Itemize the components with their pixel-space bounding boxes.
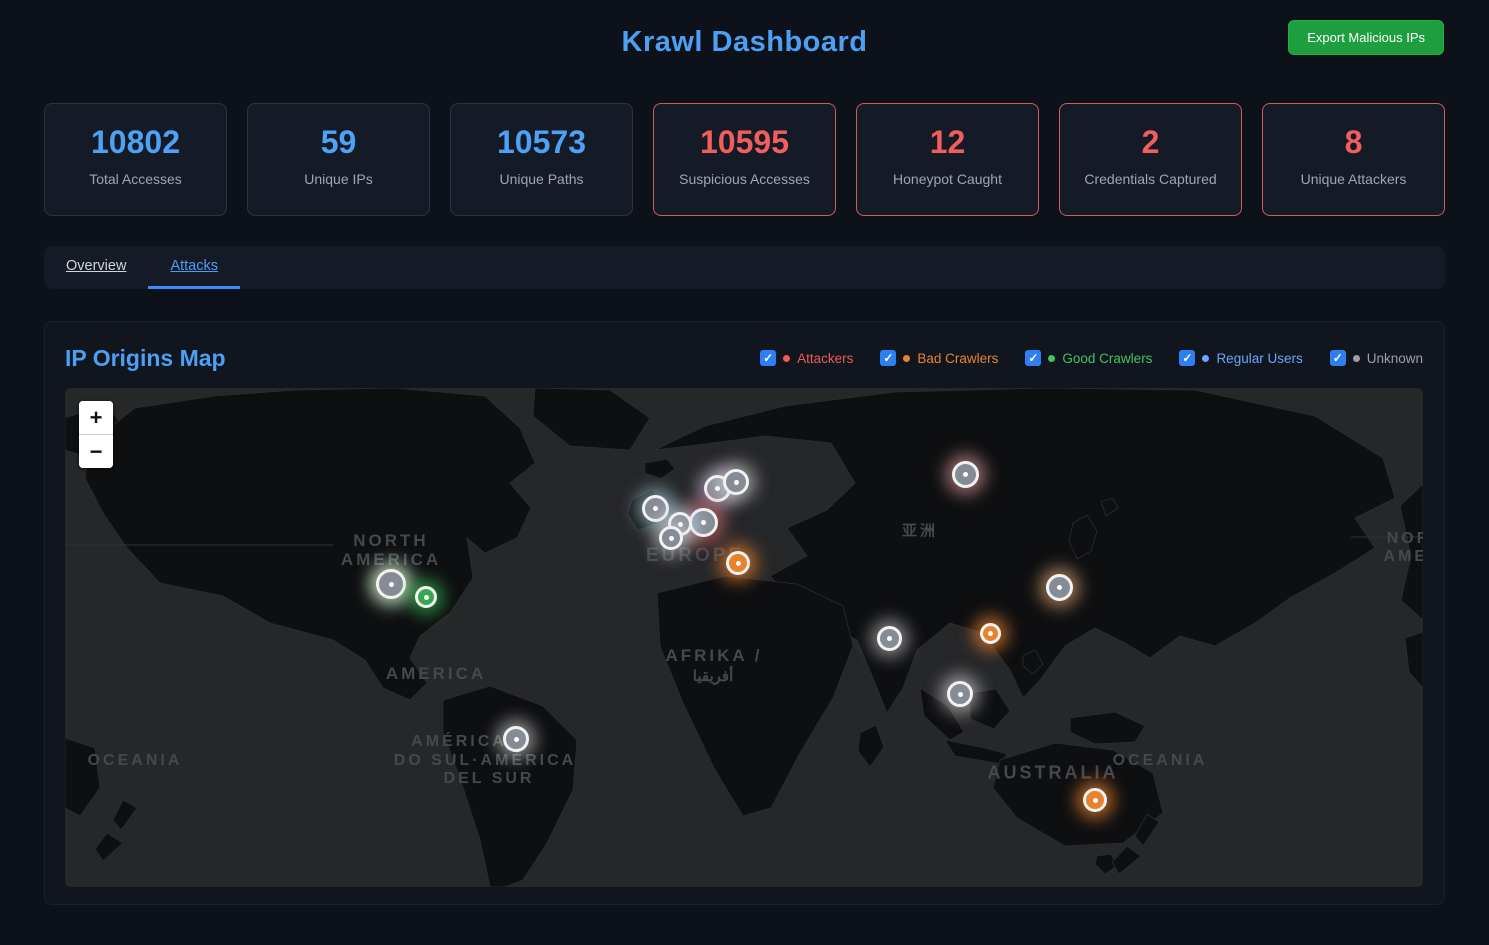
marker-center-dot (962, 471, 968, 477)
unknown-dot-icon (1352, 354, 1360, 362)
stat-card-credentials-captured: 2 Credentials Captured (1059, 103, 1242, 216)
bad-crawlers-dot-icon (903, 354, 911, 362)
map-zoom-control: + − (79, 401, 113, 468)
ip-marker[interactable] (659, 526, 683, 550)
ip-marker[interactable] (979, 622, 1001, 644)
world-map-landmass (65, 388, 1423, 887)
page-title: Krawl Dashboard (621, 26, 868, 58)
stat-card-unique-paths: 10573 Unique Paths (450, 103, 633, 216)
ip-marker[interactable] (503, 726, 529, 752)
checkbox-attackers-icon[interactable] (760, 350, 777, 366)
tab-bar: Overview Attacks (44, 246, 1445, 289)
stat-card-unique-attackers: 8 Unique Attackers (1262, 103, 1445, 216)
stat-card-suspicious-accesses: 10595 Suspicious Accesses (653, 103, 836, 216)
map-legend: Attackers Bad Crawlers Good Crawlers Reg… (760, 350, 1423, 366)
marker-center-dot (886, 635, 892, 641)
ip-marker[interactable] (951, 460, 979, 488)
stats-row: 10802 Total Accesses 59 Unique IPs 10573… (0, 88, 1489, 216)
legend-label: Regular Users (1216, 350, 1303, 366)
stat-value: 10573 (497, 124, 586, 160)
checkbox-unknown-icon[interactable] (1329, 350, 1346, 366)
marker-center-dot (1056, 584, 1062, 590)
marker-center-dot (513, 736, 519, 742)
stat-value: 10802 (91, 124, 180, 160)
world-map[interactable]: NORTH AMERICA AMERICA AMÉRICA DO SUL·AMÉRICA… (65, 388, 1423, 887)
good-crawlers-dot-icon (1048, 354, 1056, 362)
stat-label: Total Accesses (89, 170, 182, 187)
legend-label: Good Crawlers (1062, 350, 1153, 366)
ip-marker[interactable] (726, 551, 750, 575)
stat-label: Unique IPs (304, 170, 373, 187)
legend-label: Unknown (1366, 350, 1423, 366)
stat-card-honeypot-caught: 12 Honeypot Caught (856, 103, 1039, 216)
stat-label: Suspicious Accesses (679, 170, 810, 187)
marker-center-dot (733, 479, 739, 485)
stat-card-total-accesses: 10802 Total Accesses (44, 103, 227, 216)
ip-marker[interactable] (688, 507, 718, 537)
checkbox-good-crawlers-icon[interactable] (1025, 350, 1042, 366)
stat-label: Unique Paths (499, 170, 584, 187)
marker-center-dot (987, 630, 993, 636)
export-malicious-ips-button[interactable]: Export Malicious IPs (1288, 20, 1444, 55)
header: Krawl Dashboard Export Malicious IPs (0, 0, 1489, 88)
ip-marker[interactable] (641, 494, 669, 522)
ip-marker[interactable] (876, 625, 902, 651)
marker-center-dot (735, 560, 741, 566)
legend-item-attackers[interactable]: Attackers (760, 350, 853, 366)
stat-label: Honeypot Caught (893, 170, 1002, 187)
legend-item-good-crawlers[interactable]: Good Crawlers (1025, 350, 1152, 366)
map-panel-title: IP Origins Map (65, 344, 226, 371)
stat-label: Credentials Captured (1084, 170, 1217, 187)
map-panel-header: IP Origins Map Attackers Bad Crawlers Go… (65, 340, 1423, 376)
marker-center-dot (700, 519, 706, 525)
tab-overview[interactable]: Overview (66, 258, 127, 274)
zoom-out-button[interactable]: − (79, 435, 113, 468)
ip-marker[interactable] (723, 469, 749, 495)
stat-value: 59 (320, 124, 357, 160)
ip-marker[interactable] (376, 569, 406, 599)
stat-value: 8 (1344, 124, 1363, 160)
marker-center-dot (677, 521, 683, 527)
legend-item-regular-users[interactable]: Regular Users (1179, 350, 1303, 366)
stat-value: 2 (1141, 124, 1160, 160)
legend-label: Attackers (797, 350, 854, 366)
zoom-control-divider (79, 434, 113, 435)
marker-center-dot (423, 594, 429, 600)
stat-card-unique-ips: 59 Unique IPs (247, 103, 430, 216)
attackers-dot-icon (783, 354, 791, 362)
tab-attacks[interactable]: Attacks (148, 246, 240, 289)
marker-center-dot (668, 535, 674, 541)
marker-center-dot (957, 691, 963, 697)
stat-value: 10595 (700, 124, 789, 160)
legend-label: Bad Crawlers (917, 350, 999, 366)
ip-marker[interactable] (415, 586, 437, 608)
marker-center-dot (388, 581, 394, 587)
checkbox-regular-users-icon[interactable] (1179, 350, 1196, 366)
marker-center-dot (652, 505, 658, 511)
marker-center-dot (714, 485, 720, 491)
stat-label: Unique Attackers (1300, 170, 1407, 187)
checkbox-bad-crawlers-icon[interactable] (880, 350, 897, 366)
ip-marker[interactable] (1083, 788, 1107, 812)
stat-value: 12 (929, 124, 966, 160)
ip-origins-map-panel: IP Origins Map Attackers Bad Crawlers Go… (44, 321, 1445, 905)
ip-marker[interactable] (947, 681, 973, 707)
legend-item-unknown[interactable]: Unknown (1329, 350, 1423, 366)
legend-item-bad-crawlers[interactable]: Bad Crawlers (880, 350, 998, 366)
ip-marker[interactable] (1045, 573, 1073, 601)
zoom-in-button[interactable]: + (79, 401, 113, 434)
marker-center-dot (1092, 797, 1098, 803)
regular-users-dot-icon (1202, 354, 1210, 362)
